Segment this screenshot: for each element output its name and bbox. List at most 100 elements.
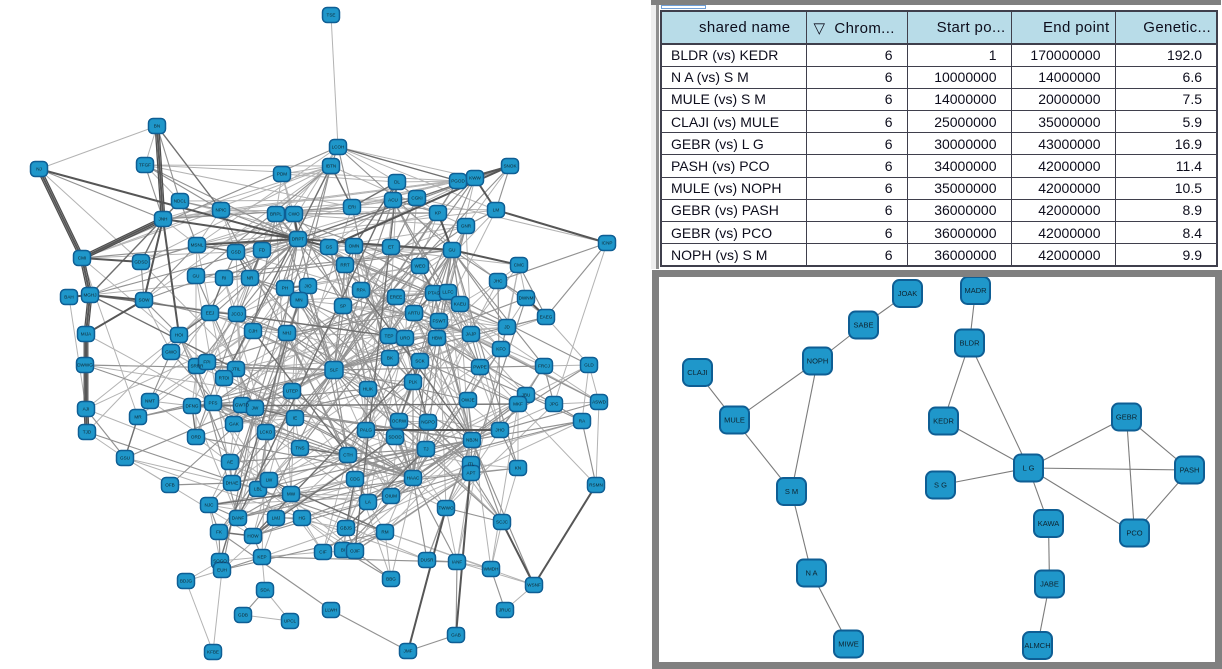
svg-text:KAWA: KAWA [1037,519,1059,528]
svg-text:LMJ: LMJ [272,516,281,521]
svg-text:SDA: SDA [260,588,270,593]
svg-text:JBU: JBU [522,393,531,398]
svg-text:PALG: PALG [360,428,372,433]
svg-text:HAAC: HAAC [407,476,420,481]
svg-text:CMI: CMI [78,256,86,261]
svg-text:S M: S M [784,487,797,496]
svg-text:SNOK: SNOK [503,164,517,169]
svg-text:GEBR: GEBR [1115,413,1137,422]
svg-text:BLDR: BLDR [959,339,980,348]
svg-text:TJD: TJD [83,430,92,435]
svg-text:SP: SP [340,304,346,309]
svg-text:GDB: GDB [238,613,248,618]
svg-text:BK: BK [387,356,394,361]
svg-text:LCKO: LCKO [260,430,273,435]
svg-text:NBJN: NBJN [466,438,478,443]
svg-text:GU: GU [449,248,456,253]
svg-text:CIF: CIF [319,550,327,555]
svg-text:NPIC: NPIC [216,208,228,213]
svg-text:JABE: JABE [1040,580,1059,589]
svg-text:N A: N A [805,569,817,578]
svg-text:BN: BN [154,124,160,129]
svg-text:MGHJ: MGHJ [83,293,96,298]
svg-text:EAEG: EAEG [540,315,553,320]
svg-text:HBW: HBW [432,336,443,341]
svg-text:OCRW: OCRW [392,419,407,424]
svg-text:WSNF: WSNF [527,583,541,588]
svg-text:RTOI: RTOI [219,376,230,381]
svg-text:LLWH: LLWH [325,608,337,613]
svg-text:ERI: ERI [348,205,356,210]
svg-text:AE: AE [227,460,233,465]
svg-text:GSU: GSU [120,456,130,461]
svg-text:KFO: KFO [496,347,506,352]
svg-text:GS: GS [326,245,333,250]
svg-text:JAJP: JAJP [466,332,477,337]
svg-text:FD: FD [259,248,266,253]
svg-text:EUH: EUH [217,568,227,573]
svg-text:TFGF: TFGF [139,163,151,168]
svg-text:DFNG: DFNG [185,404,198,409]
svg-text:LA: LA [365,500,372,505]
svg-text:JD: JD [504,325,510,330]
svg-text:LCOH: LCOH [332,145,345,150]
svg-text:MIWE: MIWE [838,640,858,649]
svg-text:RA: RA [579,419,586,424]
svg-text:HG: HG [299,516,306,521]
svg-text:NGPO: NGPO [421,420,435,425]
svg-text:DWNM: DWNM [519,296,534,301]
svg-text:WEO: WEO [415,264,426,269]
svg-text:MN: MN [295,298,302,303]
svg-text:CGKI: CGKI [411,196,422,201]
svg-text:CMC: CMC [514,263,525,268]
svg-text:RSMN: RSMN [589,483,603,488]
svg-text:JOAK: JOAK [897,289,917,298]
svg-text:TSE: TSE [327,13,336,18]
svg-text:CLAJI: CLAJI [687,368,707,377]
svg-text:JNH: JNH [159,217,168,222]
svg-text:IBTN: IBTN [326,164,336,169]
svg-text:LLFC: LLFC [442,290,454,295]
svg-text:MULE: MULE [724,416,745,425]
svg-text:FSWT: FSWT [432,319,445,324]
svg-text:KN: KN [515,466,521,471]
svg-text:BDJG: BDJG [180,579,193,584]
svg-text:CJH: CJH [249,329,258,334]
svg-text:LBL: LBL [254,487,263,492]
svg-text:AJI: AJI [83,407,90,412]
svg-text:DL: DL [394,180,400,185]
svg-text:RPA: RPA [356,288,366,293]
svg-text:ET: ET [388,245,394,250]
svg-text:URO: URO [400,336,411,341]
svg-text:MW: MW [287,492,296,497]
svg-text:CTH: CTH [343,453,352,458]
svg-text:SRRR: SRRR [190,364,204,369]
svg-text:PWPE: PWPE [473,365,487,370]
svg-text:DHAE: DHAE [226,481,239,486]
svg-text:ICNP: ICNP [602,241,613,246]
svg-text:DRPT: DRPT [292,237,305,242]
svg-text:RM: RM [381,530,388,535]
svg-text:JRUC: JRUC [499,608,512,613]
svg-text:BRPL: BRPL [270,212,282,217]
svg-text:KAEU: KAEU [454,302,467,307]
svg-text:GWTO: GWTO [235,403,250,408]
svg-text:ORD: ORD [191,435,202,440]
svg-text:SCK: SCK [415,359,425,364]
svg-text:BI: BI [341,548,345,553]
svg-text:NJC: NJC [205,503,215,508]
svg-text:KEDR: KEDR [933,417,954,426]
svg-text:FPI: FPI [203,360,210,365]
svg-text:TEP: TEP [385,334,394,339]
svg-text:IANF: IANF [452,560,463,565]
svg-text:SCJC: SCJC [496,520,509,525]
svg-text:PFS: PFS [209,401,218,406]
svg-text:OMN: OMN [349,244,360,249]
svg-text:JW: JW [252,406,259,411]
svg-text:UPCL: UPCL [284,619,297,624]
svg-text:MKF: MKF [513,402,523,407]
svg-text:GLD: GLD [584,363,594,368]
svg-text:DUSR: DUSR [420,558,434,563]
svg-text:JTIL: JTIL [232,367,241,372]
svg-text:PASH: PASH [1179,466,1199,475]
